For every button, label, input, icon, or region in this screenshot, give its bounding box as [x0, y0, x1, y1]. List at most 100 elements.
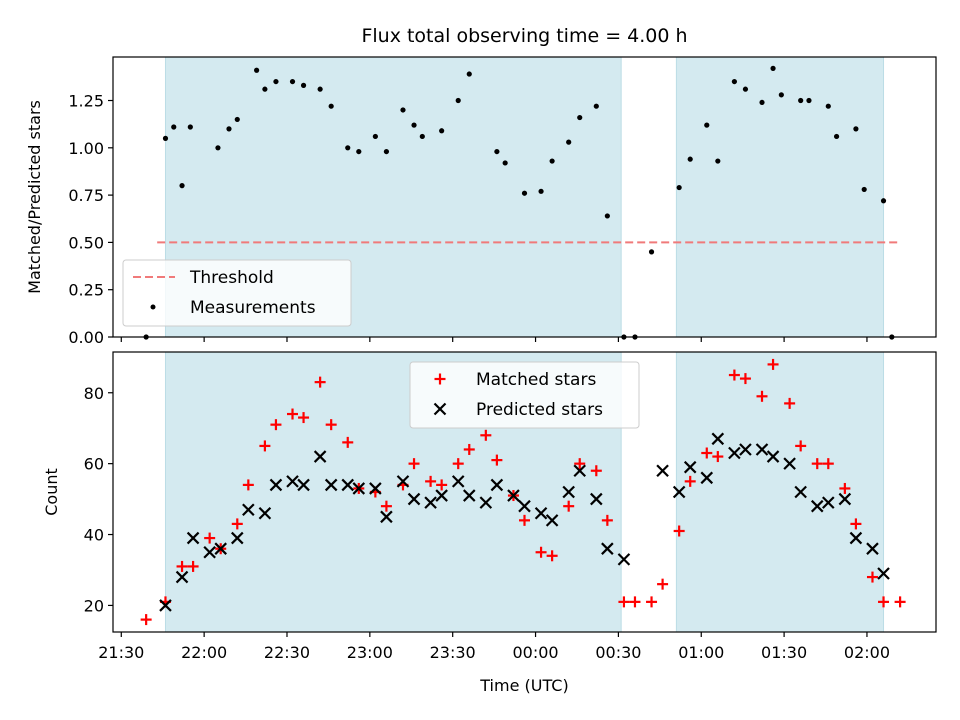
predicted-star-point: [518, 499, 531, 513]
matched-star-point: [878, 596, 890, 608]
observing-window-shade: [675, 351, 885, 633]
count-legend: Matched stars Predicted stars: [409, 361, 640, 429]
predicted-star-point: [269, 478, 283, 492]
measurement-point: [383, 148, 390, 155]
predicted-star-point: [683, 460, 697, 474]
count-y-tick-label: 40: [84, 526, 104, 545]
ratio-y-tick-label: 0.00: [68, 328, 104, 347]
measurement-point: [853, 126, 859, 132]
predicted-star-point: [380, 510, 393, 524]
measurement-point: [593, 103, 599, 109]
predicted-star-point: [866, 542, 879, 555]
predicted-star-point: [849, 531, 863, 545]
predicted-star-point: [186, 531, 200, 545]
observing-window-shade: [675, 56, 885, 338]
matched-star-point: [756, 390, 768, 402]
predicted-star-point: [545, 514, 559, 527]
measurement-point: [419, 133, 425, 140]
predicted-star-point: [313, 450, 327, 463]
matched-star-point: [259, 440, 271, 452]
matched-star-point: [574, 458, 586, 470]
measurement-point: [345, 145, 351, 151]
predicted-star-point: [794, 485, 807, 499]
measurement-point: [538, 188, 544, 194]
measurement-point: [226, 126, 232, 132]
predicted-star-point: [672, 485, 686, 499]
matched-star-point: [563, 500, 575, 512]
matched-star-point: [822, 458, 834, 470]
x-tick-label: 22:00: [181, 643, 227, 662]
predicted-star-point: [369, 482, 382, 495]
matched-star-point: [894, 596, 906, 608]
measurement-point: [566, 139, 572, 145]
chart-title: Flux total observing time = 4.00 h: [361, 25, 687, 47]
predicted-star-point: [159, 599, 172, 612]
measurement-point: [171, 124, 177, 130]
measurement-point: [833, 133, 840, 140]
measurement-point: [289, 78, 296, 85]
measurement-point: [234, 116, 240, 123]
matched-star-point: [204, 532, 216, 544]
predicted-star-point: [656, 464, 669, 478]
x-tick-label: 00:00: [512, 643, 558, 662]
matched-star-point: [784, 397, 796, 409]
predicted-star-point: [838, 492, 852, 506]
ratio-legend-box: [122, 259, 352, 327]
predicted-star-point: [601, 542, 614, 555]
predicted-star-point: [711, 432, 725, 446]
ratio-legend: Threshold Measurements: [122, 259, 352, 327]
x-tick-label: 21:30: [98, 643, 144, 662]
count-panel-frame: [112, 351, 937, 633]
predicted-star-point: [755, 443, 769, 456]
measurement-point: [521, 190, 528, 196]
matched-star-point: [491, 454, 503, 466]
x-tick-label: 02:00: [844, 643, 890, 662]
ratio-y-tick-label: 0.50: [68, 233, 104, 252]
matched-star-point: [767, 358, 779, 370]
measurement-point: [328, 103, 334, 109]
matched-star-point: [425, 475, 437, 487]
count-panel: 21:30 22:00 22:30 23:00 23:30 00:00 00:30 01:00…: [42, 351, 937, 695]
matched-star-point: [629, 596, 641, 608]
measurement-point: [317, 86, 323, 92]
count-legend-box: [409, 361, 640, 429]
measurement-point: [372, 133, 378, 140]
matched-star-point: [739, 373, 751, 385]
predicted-star-point: [562, 485, 575, 499]
measurement-point: [356, 148, 362, 155]
measurement-point: [759, 99, 765, 106]
measurement-point: [502, 160, 508, 166]
matched-star-point: [242, 479, 254, 491]
predicted-star-point: [324, 478, 338, 492]
matched-star-point: [408, 458, 420, 470]
measurement-point: [494, 148, 500, 155]
matched-star-point: [684, 475, 696, 487]
predicted-star-point: [728, 446, 741, 460]
predicted-star-point: [490, 478, 504, 492]
predicted-star-point: [175, 570, 189, 584]
predicted-star-point: [783, 457, 796, 470]
predicted-star-point: [214, 542, 227, 555]
ratio-y-tick-label: 1.25: [68, 92, 104, 111]
predicted-star-point: [766, 450, 780, 463]
matched-star-point: [176, 560, 188, 572]
measurement-point: [676, 184, 682, 191]
matched-star-point: [590, 465, 602, 477]
matched-star-point: [657, 578, 669, 590]
measurement-point: [254, 67, 260, 73]
measurement-point: [778, 92, 784, 98]
matched-star-point: [298, 412, 310, 424]
predicted-star-point: [739, 443, 752, 456]
count-y-tick-label: 80: [84, 384, 104, 403]
x-tick-label: 00:30: [595, 643, 641, 662]
predicted-legend-swatch: [433, 402, 447, 416]
matched-star-point: [712, 451, 724, 463]
predicted-star-point: [286, 475, 299, 488]
x-tick-label: 01:00: [678, 643, 724, 662]
matched-star-point: [850, 518, 862, 530]
measurement-point: [455, 97, 461, 104]
predicted-star-point: [534, 506, 548, 520]
ratio-y-tick-label: 0.75: [68, 186, 104, 205]
measurement-point: [215, 145, 221, 151]
matched-star-point: [646, 596, 658, 608]
